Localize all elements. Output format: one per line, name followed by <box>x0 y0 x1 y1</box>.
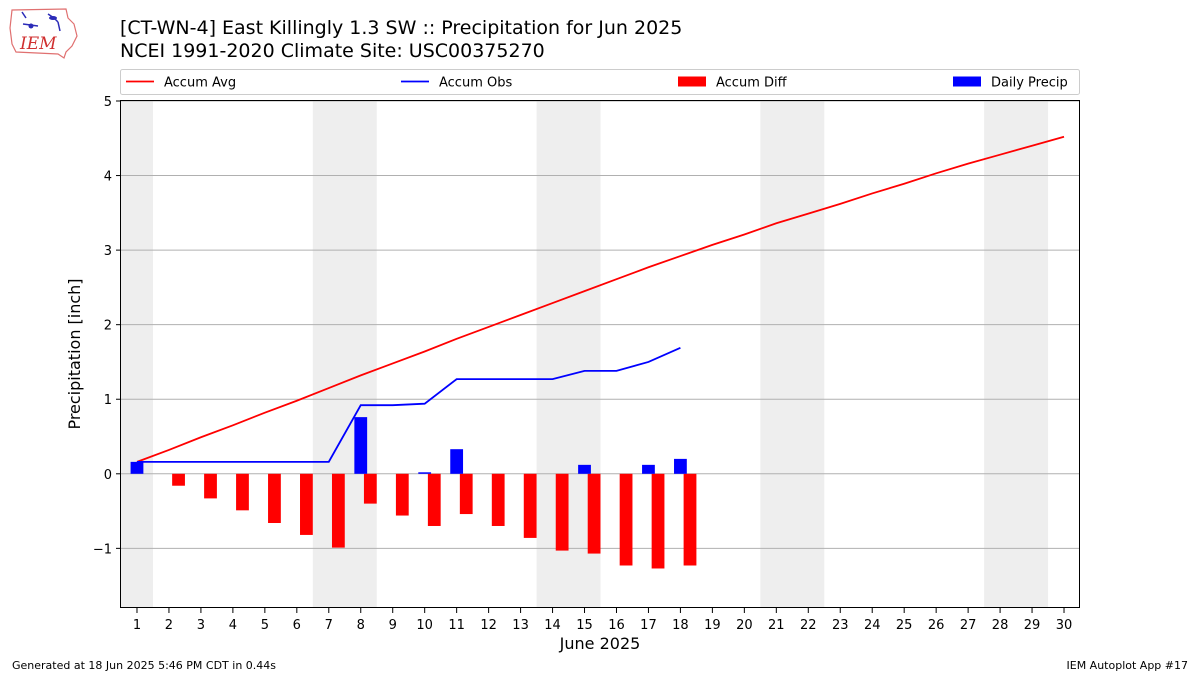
accum-diff-bar <box>172 473 185 486</box>
legend-box <box>120 69 1080 95</box>
weekend-band <box>760 101 825 608</box>
accum-obs-line <box>136 346 681 463</box>
x-tick-label: 18 <box>672 618 689 633</box>
weekend-band <box>984 101 1049 608</box>
y-tick-label: 0 <box>104 468 112 483</box>
accum-diff-bar <box>268 473 281 524</box>
y-tick-label: 4 <box>104 170 112 185</box>
plot-frame <box>120 100 1080 608</box>
x-tick-label: 23 <box>832 618 849 633</box>
x-tick-label: 30 <box>1056 618 1073 633</box>
chart-subtitle: NCEI 1991-2020 Climate Site: USC00375270 <box>120 40 545 62</box>
accum-avg-line <box>136 135 1065 463</box>
daily-precip-bar <box>642 464 655 474</box>
x-tick-label: 6 <box>293 618 301 633</box>
x-axis-label: June 2025 <box>559 634 641 653</box>
x-tick-label: 19 <box>704 618 721 633</box>
accum-diff-bar <box>651 473 665 569</box>
accum-diff-bar <box>587 473 601 554</box>
x-tick-label: 5 <box>261 618 269 633</box>
accum-diff-bar <box>555 473 569 551</box>
legend: Accum Avg Accum Obs Accum Diff Daily Precip <box>120 69 1080 95</box>
weekend-band <box>121 101 153 608</box>
x-tick-label: 22 <box>800 618 817 633</box>
legend-daily-precip-swatch <box>953 76 981 87</box>
accum-diff-bar <box>619 473 633 566</box>
legend-accum-diff-label: Accum Diff <box>716 76 788 91</box>
y-tick-label: −1 <box>93 542 112 557</box>
x-tick-label: 14 <box>544 618 561 633</box>
accum-diff-bar <box>204 473 217 499</box>
x-tick-label: 4 <box>229 618 237 633</box>
daily-precip-bar <box>130 461 144 474</box>
x-tick-label: 20 <box>736 618 753 633</box>
daily-precip-bar <box>578 464 591 474</box>
accum-diff-bar <box>331 473 345 548</box>
x-tick-label: 3 <box>197 618 205 633</box>
x-tick-label: 21 <box>768 618 785 633</box>
accum-diff-bar <box>459 473 473 515</box>
x-tick-label: 15 <box>576 618 593 633</box>
accum-diff-bar <box>363 473 377 504</box>
x-tick-label: 11 <box>448 618 465 633</box>
accum-diff-bar <box>236 473 249 511</box>
footer-app: IEM Autoplot App #17 <box>1066 659 1189 672</box>
chart-title: [CT-WN-4] East Killingly 1.3 SW :: Preci… <box>120 17 683 39</box>
daily-precip-bar <box>674 458 687 474</box>
x-tick-label: 8 <box>357 618 365 633</box>
footer-generated: Generated at 18 Jun 2025 5:46 PM CDT in … <box>12 659 277 672</box>
y-tick-label: 1 <box>104 393 112 408</box>
accum-diff-bar <box>683 473 697 566</box>
legend-accum-diff-swatch <box>678 76 706 87</box>
x-tick-label: 7 <box>325 618 333 633</box>
x-tick-label: 12 <box>480 618 497 633</box>
x-tick-label: 10 <box>416 618 433 633</box>
x-tick-label: 1 <box>133 618 141 633</box>
daily-precip-bar <box>418 472 432 474</box>
x-tick-label: 29 <box>1024 618 1041 633</box>
y-tick-label: 3 <box>104 244 112 259</box>
accum-diff-bar <box>523 473 537 538</box>
y-tick-label: 5 <box>104 95 112 110</box>
x-tick-label: 13 <box>512 618 529 633</box>
x-tick-label: 17 <box>640 618 657 633</box>
y-axis-label: Precipitation [inch] <box>65 278 84 429</box>
x-tick-label: 9 <box>389 618 397 633</box>
x-tick-label: 26 <box>928 618 945 633</box>
legend-accum-obs-label: Accum Obs <box>439 76 512 91</box>
iem-logo: IEM <box>9 8 78 59</box>
legend-accum-avg-label: Accum Avg <box>164 76 236 91</box>
x-tick-label: 25 <box>896 618 913 633</box>
x-tick-label: 27 <box>960 618 977 633</box>
accum-diff-bar <box>427 473 441 526</box>
daily-precip-bar <box>450 449 464 474</box>
legend-daily-precip-label: Daily Precip <box>991 76 1068 91</box>
y-tick-label: 2 <box>104 319 112 334</box>
x-tick-label: 2 <box>165 618 173 633</box>
accum-diff-bar <box>300 473 313 535</box>
x-tick-label: 28 <box>992 618 1009 633</box>
logo-text: IEM <box>19 34 57 54</box>
accum-diff-bar <box>491 473 505 526</box>
accum-diff-bar <box>395 473 409 516</box>
daily-precip-bar <box>354 417 368 474</box>
x-tick-label: 24 <box>864 618 881 633</box>
x-tick-label: 16 <box>608 618 625 633</box>
